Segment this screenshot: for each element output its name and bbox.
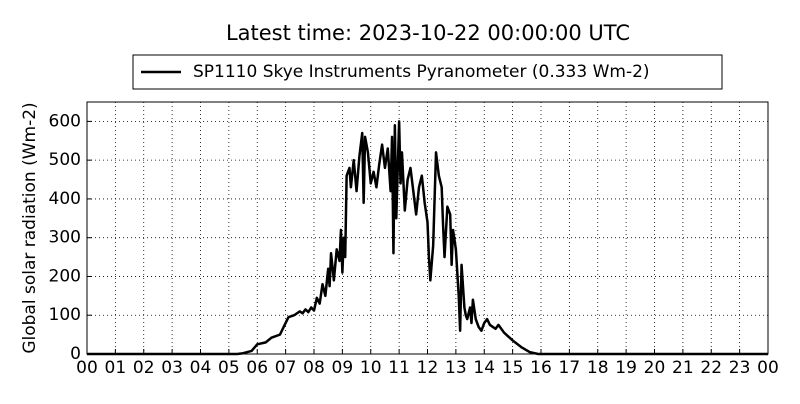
x-tick-label: 18 [587,358,609,378]
x-tick-label: 05 [218,358,240,378]
x-tick-label: 17 [559,358,581,378]
plot-frame [86,101,769,355]
x-tick-label: 03 [161,358,183,378]
legend-label: SP1110 Skye Instruments Pyranometer (0.3… [193,62,650,82]
x-tick-label: 14 [473,358,495,378]
x-tick-label: 16 [530,358,552,378]
x-tick-label: 04 [190,358,212,378]
y-tick-label: 300 [49,228,81,248]
y-tick-label: 500 [49,150,81,170]
x-tick-label: 01 [105,358,127,378]
legend-box [132,54,723,90]
x-tick-label: 08 [303,358,325,378]
y-axis-label: Global solar radiation (Wm-2) [20,102,40,353]
x-tick-label: 15 [502,358,524,378]
x-tick-label: 20 [644,358,666,378]
line-series [87,120,768,356]
chart-title: Latest time: 2023-10-22 00:00:00 UTC [226,21,630,45]
x-tick-label: 02 [133,358,155,378]
y-tick-label: 400 [49,189,81,209]
x-tick-label: 21 [672,358,694,378]
y-tick-label: 0 [70,344,81,364]
x-tick-label: 12 [417,358,439,378]
x-tick-label: 07 [275,358,297,378]
x-tick-label: 22 [700,358,722,378]
x-tick-label: 09 [332,358,354,378]
y-tick-label: 200 [49,266,81,286]
x-tick-label: 06 [246,358,268,378]
x-tick-label: 23 [729,358,751,378]
x-tick-label: 10 [360,358,382,378]
x-tick-label: 00 [76,358,98,378]
y-tick-label: 100 [49,305,81,325]
x-tick-label: 11 [388,358,410,378]
x-tick-label: 19 [615,358,637,378]
x-tick-label: 13 [445,358,467,378]
y-tick-label: 600 [49,111,81,131]
x-tick-label: 00 [757,358,779,378]
